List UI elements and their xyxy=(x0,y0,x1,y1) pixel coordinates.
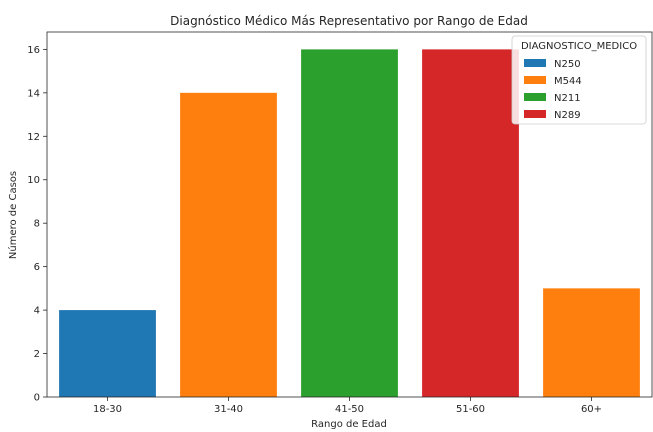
plot-area: 0 2 4 6 8 10 12 14 16 18-30 31-40 41-50 51-60 60+ xyxy=(27,45,640,415)
x-tick-label: 60+ xyxy=(581,404,602,415)
legend-box xyxy=(511,35,647,125)
legend-entry-label: N289 xyxy=(554,110,581,121)
plot-frame xyxy=(46,31,653,398)
x-tick-label: 31-40 xyxy=(214,404,243,415)
y-tick-label: 4 xyxy=(34,306,40,317)
bar xyxy=(180,92,277,397)
y-tick-label: 12 xyxy=(27,132,40,143)
legend-swatch xyxy=(524,76,546,84)
y-tick-label: 0 xyxy=(34,393,40,404)
y-axis-label: Número de Casos xyxy=(7,171,19,259)
chart-title: Diagnóstico Médico Más Representativo po… xyxy=(170,14,528,28)
legend-entry-label: N211 xyxy=(554,93,581,104)
bar xyxy=(543,288,640,397)
y-tick-label: 16 xyxy=(27,45,40,56)
legend-swatch xyxy=(524,110,546,118)
bar xyxy=(59,310,156,397)
y-tick-label: 6 xyxy=(34,262,40,273)
bar xyxy=(422,49,519,397)
y-tick-label: 14 xyxy=(27,88,40,99)
legend: DIAGNOSTICO_MEDICO N250 M544 N211 N289 xyxy=(511,35,647,125)
legend-entry-label: M544 xyxy=(554,76,582,87)
x-tick-label: 51-60 xyxy=(456,404,485,415)
y-tick-label: 2 xyxy=(34,349,40,360)
y-tick-label: 8 xyxy=(34,219,40,230)
bar xyxy=(301,49,398,397)
legend-swatch xyxy=(524,93,546,101)
x-tick-label: 41-50 xyxy=(335,404,364,415)
legend-swatch xyxy=(524,59,546,67)
x-axis-label: Rango de Edad xyxy=(311,419,387,430)
x-tick-label: 18-30 xyxy=(93,404,122,415)
y-tick-label: 10 xyxy=(27,175,40,186)
legend-entry-label: N250 xyxy=(554,59,581,70)
legend-title: DIAGNOSTICO_MEDICO xyxy=(521,41,637,52)
